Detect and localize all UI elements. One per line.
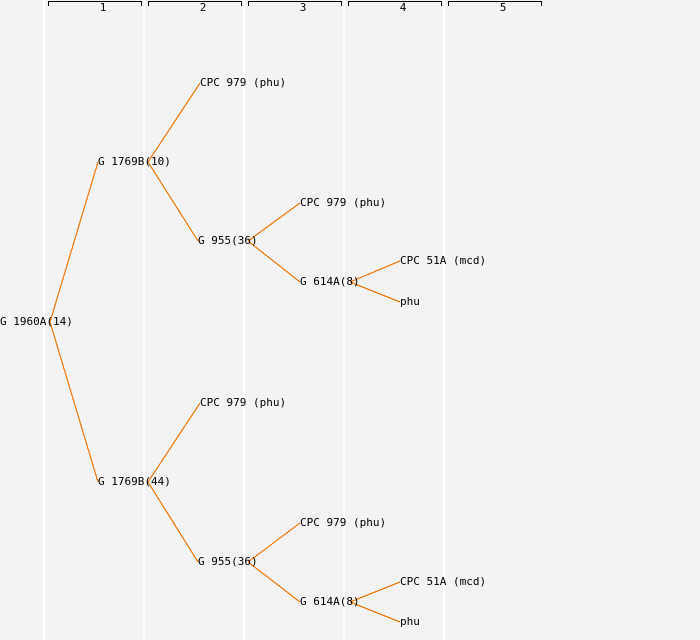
ruler-bracket-4 (348, 1, 442, 6)
ruler-label-1: 1 (99, 1, 107, 14)
node-label-l1: G 1769B(44) (98, 475, 171, 488)
pedigree-edge-root-l1 (49, 321, 99, 483)
node-label-u2: G 955(36) (198, 234, 258, 247)
node-label-l3a: CPC 51A (mcd) (400, 575, 487, 588)
ruler-label-3: 3 (299, 1, 307, 14)
pedigree-edge-u3-u3a (349, 260, 401, 283)
node-label-root: G 1960A(14) (0, 315, 73, 328)
ruler-bracket-5 (448, 1, 542, 6)
pedigree-edge-l1-l1a (147, 402, 201, 483)
node-label-u1a: CPC 979 (phu) (200, 76, 287, 89)
node-label-u3: G 614A(8) (300, 275, 360, 288)
column-gridline-3 (243, 0, 245, 640)
node-label-l3b: phu (400, 615, 420, 628)
column-gridline-1 (43, 0, 45, 640)
column-gridline-5 (443, 0, 445, 640)
node-label-u3a: CPC 51A (mcd) (400, 254, 487, 267)
node-label-l1a: CPC 979 (phu) (200, 396, 287, 409)
ruler-bracket-1 (48, 1, 142, 6)
ruler-bracket-3 (248, 1, 342, 6)
ruler-label-4: 4 (399, 1, 407, 14)
pedigree-edge-l3-l3b (349, 601, 401, 623)
pedigree-edge-l1-l2 (147, 481, 199, 563)
pedigree-edge-l3-l3a (349, 581, 401, 603)
pedigree-edge-l2-l3 (247, 561, 301, 603)
pedigree-edge-l2-l2a (247, 522, 301, 563)
node-label-l3: G 614A(8) (300, 595, 360, 608)
column-gridline-2 (143, 0, 145, 640)
pedigree-edge-u1-u1a (147, 82, 201, 163)
ruler-bracket-2 (148, 1, 242, 6)
node-label-u1: G 1769B(10) (98, 155, 171, 168)
pedigree-edge-u2-u3 (247, 240, 301, 283)
node-label-l2: G 955(36) (198, 555, 258, 568)
column-gridline-4 (343, 0, 345, 640)
ruler-label-2: 2 (199, 1, 207, 14)
pedigree-edge-u1-u2 (147, 161, 199, 242)
pedigree-edge-u3-u3b (349, 281, 401, 303)
node-label-u2a: CPC 979 (phu) (300, 196, 387, 209)
ruler-label-5: 5 (499, 1, 507, 14)
node-label-u3b: phu (400, 295, 420, 308)
node-label-l2a: CPC 979 (phu) (300, 516, 387, 529)
pedigree-edge-u2-u2a (247, 202, 301, 242)
pedigree-edge-root-u1 (49, 161, 99, 323)
